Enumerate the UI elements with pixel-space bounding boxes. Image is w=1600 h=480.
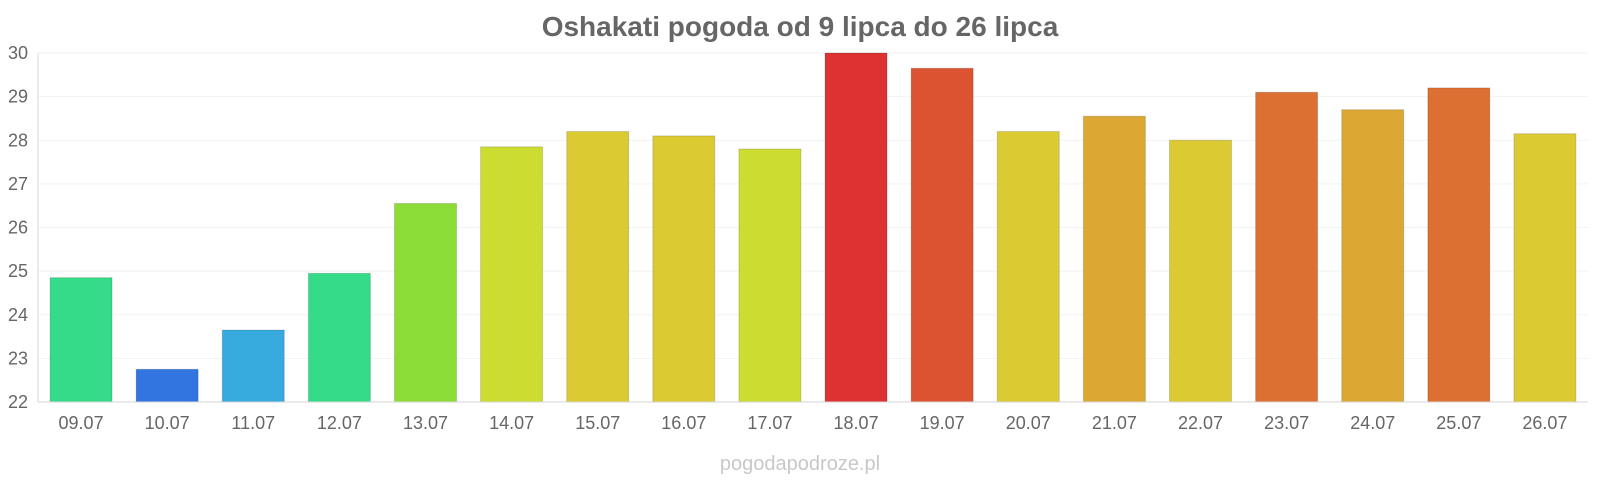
bar — [996, 131, 1060, 403]
x-tick-label: 20.07 — [1006, 413, 1051, 433]
y-tick-label: 28 — [8, 130, 28, 150]
x-tick-label: 18.07 — [834, 413, 879, 433]
bar — [394, 203, 457, 403]
bar — [221, 329, 285, 403]
y-tick-label: 29 — [8, 87, 28, 107]
chart-title: Oshakati pogoda od 9 lipca do 26 lipca — [542, 11, 1059, 42]
x-tick-label: 10.07 — [145, 413, 190, 433]
bar — [824, 52, 888, 403]
bar — [1341, 109, 1405, 403]
bar — [566, 131, 630, 403]
x-tick-label: 16.07 — [661, 413, 706, 433]
y-tick-label: 22 — [8, 392, 28, 412]
x-tick-label: 12.07 — [317, 413, 362, 433]
bar — [910, 67, 974, 403]
axes — [37, 53, 1588, 403]
x-tick-label: 17.07 — [747, 413, 792, 433]
x-tick-label: 23.07 — [1264, 413, 1309, 433]
bar — [1255, 91, 1319, 403]
y-axis-ticks: 22 23 24 25 26 27 28 29 30 — [8, 43, 28, 412]
bar — [1169, 139, 1232, 403]
x-axis-ticks: 09.07 10.07 11.07 12.07 13.07 14.07 15.07 16.07… — [59, 413, 1568, 433]
bar — [135, 368, 199, 403]
y-tick-label: 27 — [8, 174, 28, 194]
bar — [1082, 115, 1146, 403]
x-tick-label: 25.07 — [1436, 413, 1481, 433]
x-tick-label: 26.07 — [1522, 413, 1567, 433]
grid-lines — [38, 52, 1588, 403]
bar — [738, 148, 802, 403]
x-tick-label: 21.07 — [1092, 413, 1137, 433]
bar — [307, 272, 371, 403]
y-tick-label: 24 — [8, 305, 28, 325]
y-tick-label: 26 — [8, 218, 28, 238]
bar — [49, 277, 113, 403]
x-tick-label: 24.07 — [1350, 413, 1395, 433]
x-tick-label: 11.07 — [231, 413, 275, 433]
bar — [1513, 133, 1577, 403]
x-tick-label: 19.07 — [920, 413, 965, 433]
bar — [652, 135, 716, 403]
x-tick-label: 09.07 — [59, 413, 104, 433]
watermark: pogodapodroze.pl — [720, 453, 880, 475]
x-tick-label: 14.07 — [489, 413, 534, 433]
bars — [49, 52, 1577, 403]
bar — [480, 146, 544, 403]
bar — [1427, 87, 1491, 403]
x-tick-label: 22.07 — [1178, 413, 1223, 433]
y-tick-label: 30 — [8, 43, 28, 63]
x-tick-label: 15.07 — [575, 413, 620, 433]
y-tick-label: 25 — [8, 261, 28, 281]
y-tick-label: 23 — [8, 348, 28, 368]
x-tick-label: 13.07 — [403, 413, 448, 433]
